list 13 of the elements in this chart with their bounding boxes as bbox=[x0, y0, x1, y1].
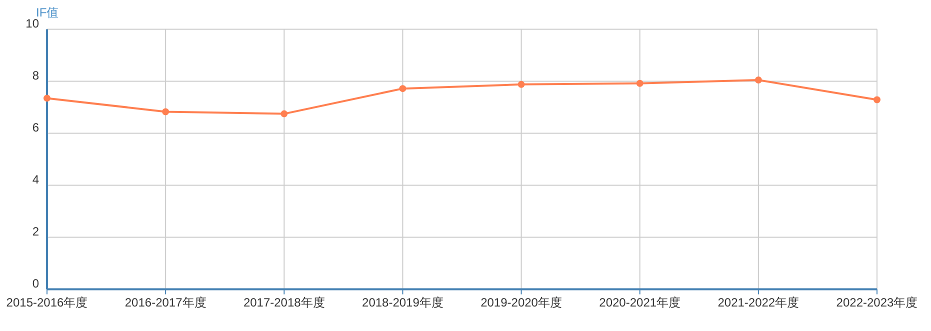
x-tick-label: 2021-2022年度 bbox=[718, 295, 800, 310]
y-tick-label: 4 bbox=[32, 172, 40, 186]
x-tick-label: 2018-2019年度 bbox=[362, 295, 444, 310]
y-tick-label: 8 bbox=[32, 68, 40, 82]
x-tick-label: 2017-2018年度 bbox=[243, 295, 325, 310]
y-tick-label: 2 bbox=[32, 224, 40, 238]
x-tick-label: 2016-2017年度 bbox=[124, 295, 206, 310]
x-tick-label: 2020-2021年度 bbox=[599, 295, 681, 310]
x-tick-label: 2015-2016年度 bbox=[6, 295, 88, 310]
x-tick-label: 2022-2023年度 bbox=[836, 295, 918, 310]
x-tick-label: 2019-2020年度 bbox=[480, 295, 562, 310]
y-tick-label: 6 bbox=[32, 120, 40, 134]
y-tick-label: 0 bbox=[32, 276, 40, 290]
